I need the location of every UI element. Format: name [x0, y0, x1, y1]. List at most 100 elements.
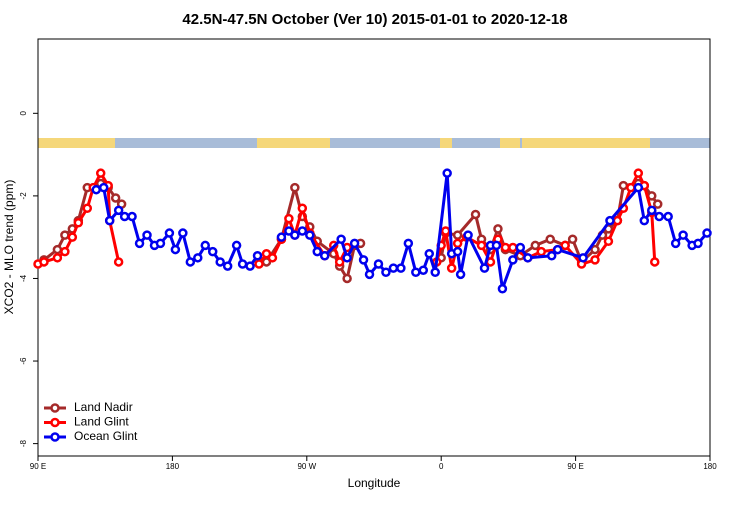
land-band	[522, 138, 650, 148]
point	[618, 180, 629, 191]
legend-marker	[50, 432, 60, 442]
y-tick-label: -4	[19, 274, 28, 282]
x-tick-label: 180	[166, 462, 180, 471]
point	[185, 257, 196, 267]
point	[142, 230, 152, 240]
point	[530, 240, 541, 251]
point	[60, 230, 70, 240]
point	[82, 203, 93, 214]
point	[290, 230, 300, 240]
point	[297, 226, 308, 236]
point	[647, 205, 657, 216]
land-band	[257, 138, 330, 148]
point	[491, 240, 502, 251]
point	[134, 238, 145, 249]
point	[364, 269, 375, 280]
point	[605, 215, 615, 226]
point	[178, 228, 188, 238]
plot-frame	[37, 38, 711, 457]
point	[67, 232, 78, 242]
point	[678, 230, 688, 240]
point	[411, 267, 421, 278]
point	[452, 246, 463, 257]
point	[284, 213, 294, 224]
point	[164, 228, 175, 238]
point	[418, 265, 429, 275]
point	[349, 238, 360, 249]
point	[523, 253, 533, 263]
point	[222, 261, 233, 271]
point	[254, 259, 264, 269]
point	[508, 255, 518, 265]
land-band	[38, 138, 115, 148]
land-ocean-strip	[38, 138, 710, 148]
y-tick-label: -2	[19, 192, 28, 200]
point	[639, 215, 650, 226]
point	[381, 267, 391, 278]
y-tick-label: -6	[19, 357, 28, 365]
point	[60, 246, 70, 257]
point	[245, 261, 255, 271]
point	[113, 257, 124, 267]
point	[508, 242, 518, 253]
point	[603, 236, 614, 247]
point	[297, 203, 308, 214]
point	[231, 240, 242, 251]
point	[215, 257, 225, 267]
series	[91, 168, 712, 294]
point	[155, 238, 166, 249]
point	[110, 193, 121, 203]
point	[463, 230, 473, 240]
land-band	[440, 138, 452, 148]
point	[358, 255, 369, 265]
point	[552, 244, 563, 255]
point	[578, 253, 588, 263]
point	[261, 248, 272, 259]
legend-label: Ocean Glint	[74, 429, 138, 443]
point	[452, 238, 463, 249]
point	[39, 257, 49, 267]
legend-label: Land Glint	[74, 415, 129, 429]
point	[670, 238, 681, 249]
point	[693, 238, 703, 249]
y-tick-label: 0	[19, 111, 28, 116]
point	[388, 263, 399, 273]
legend-marker	[50, 417, 60, 428]
x-tick-label: 90 W	[297, 462, 316, 471]
point	[567, 234, 578, 244]
point	[546, 251, 557, 261]
chart-title: 42.5N-47.5N October (Ver 10) 2015-01-01 …	[182, 11, 567, 28]
point	[319, 251, 330, 261]
point	[430, 267, 440, 278]
point	[663, 211, 673, 222]
point	[170, 244, 181, 255]
point	[452, 230, 463, 240]
point	[455, 269, 466, 280]
land-band	[500, 138, 520, 148]
point	[612, 215, 623, 226]
point	[654, 211, 664, 222]
point	[702, 228, 712, 238]
point	[590, 255, 600, 265]
ocean-band	[38, 138, 710, 148]
point	[500, 242, 511, 253]
point	[633, 182, 644, 193]
x-tick-label: 180	[703, 462, 717, 471]
point	[267, 253, 278, 263]
point	[305, 230, 315, 240]
point	[446, 263, 457, 273]
y-axis-label: XCO2 - MLO trend (ppm)	[2, 180, 16, 315]
point	[284, 226, 294, 236]
point	[73, 217, 84, 228]
point	[560, 240, 570, 251]
point	[479, 263, 490, 273]
point	[493, 224, 503, 234]
x-tick-label: 90 E	[567, 462, 583, 471]
point	[652, 199, 663, 209]
point	[396, 263, 406, 273]
point	[237, 259, 248, 269]
point	[334, 257, 345, 267]
legend-label: Land Nadir	[74, 400, 133, 414]
